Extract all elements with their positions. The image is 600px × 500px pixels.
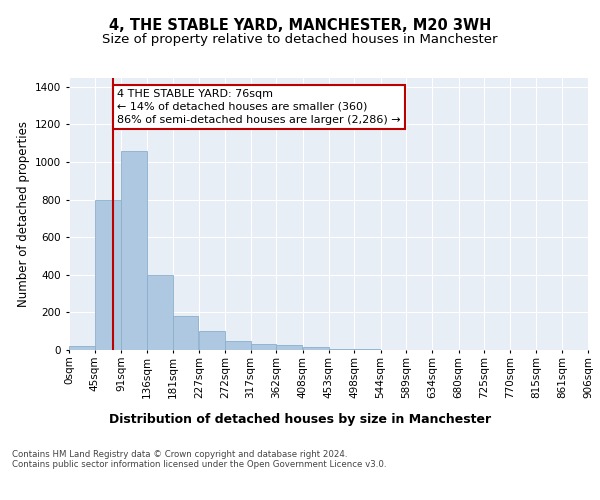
Text: Size of property relative to detached houses in Manchester: Size of property relative to detached ho… [102,32,498,46]
Bar [69,346,95,350]
Bar [199,331,225,350]
Bar [121,151,147,350]
Y-axis label: Number of detached properties: Number of detached properties [17,120,29,306]
Text: Distribution of detached houses by size in Manchester: Distribution of detached houses by size … [109,412,491,426]
Bar [251,344,277,350]
Bar [173,316,199,350]
Text: 4 THE STABLE YARD: 76sqm
← 14% of detached houses are smaller (360)
86% of semi-: 4 THE STABLE YARD: 76sqm ← 14% of detach… [117,89,401,125]
Bar [147,275,173,350]
Text: 4, THE STABLE YARD, MANCHESTER, M20 3WH: 4, THE STABLE YARD, MANCHESTER, M20 3WH [109,18,491,32]
Text: Contains HM Land Registry data © Crown copyright and database right 2024.
Contai: Contains HM Land Registry data © Crown c… [12,450,386,469]
Bar [225,340,251,350]
Bar [95,200,121,350]
Bar [303,347,329,350]
Bar [277,346,302,350]
Bar [329,349,354,350]
